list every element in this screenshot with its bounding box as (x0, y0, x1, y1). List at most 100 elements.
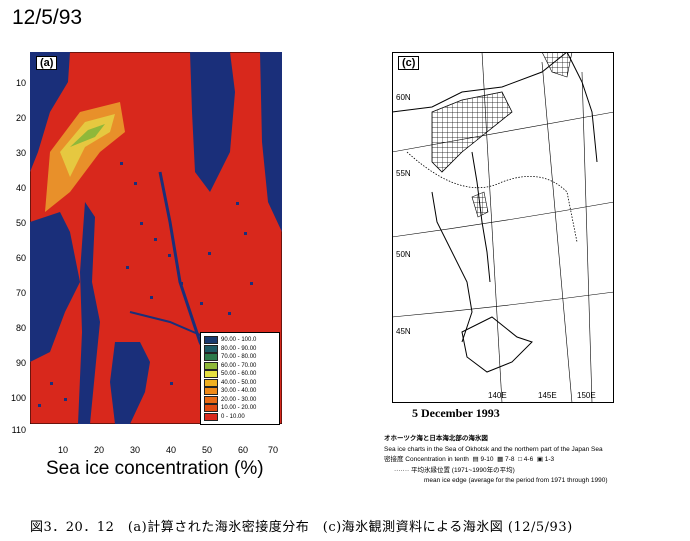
coast-west (431, 191, 473, 343)
mean-edge-jp-row: ······· 平均氷縁位置 (1971~1990年の平均) (394, 466, 515, 474)
concentration-map-svg (29, 51, 283, 425)
legend-row: 60.00 - 70.00 (204, 361, 276, 371)
sea-ice-concentration-map: (a) (29, 51, 283, 425)
hokkaido-coast (461, 316, 533, 373)
panel-c-label: (c) (398, 56, 420, 70)
lat-label: 45N (396, 327, 411, 336)
x-tick: 50 (201, 445, 212, 455)
land-northeast (190, 52, 235, 192)
legend-row: 30.00 - 40.00 (204, 387, 276, 396)
x-tick: 30 (129, 445, 140, 455)
legend-row: 50.00 - 60.00 (204, 370, 276, 379)
conc-item: 4-6 (523, 456, 534, 463)
legend-swatch (204, 370, 218, 379)
legend-label: 70.00 - 80.00 (221, 354, 257, 361)
date-label: 12/5/93 (12, 6, 83, 29)
legend-label: 50.00 - 60.00 (221, 371, 257, 378)
land-west (30, 212, 80, 362)
y-tick: 10 (15, 78, 26, 88)
y-tick: 70 (15, 288, 26, 298)
mean-edge-jp: 平均氷縁位置 (1971~1990年の平均) (410, 466, 515, 474)
figure-caption: 図3．20．12 (a)計算された海氷密接度分布 (c)海氷観測資料による海氷図… (30, 520, 573, 535)
x-tick: 60 (237, 445, 248, 455)
legend-swatch (204, 336, 218, 345)
hokkaido-land (110, 342, 150, 424)
legend-label: 30.00 - 40.00 (221, 388, 257, 395)
lat-line-55 (391, 111, 615, 153)
legend-row: 80.00 - 90.00 (204, 344, 276, 354)
lat-label: 55N (396, 169, 411, 178)
mean-ice-edge (406, 151, 578, 243)
y-tick: 110 (11, 425, 26, 435)
legend-row: 70.00 - 80.00 (204, 353, 276, 362)
coast-north (391, 51, 568, 113)
mean-edge-en: mean ice edge (average for the period fr… (424, 477, 608, 484)
lat-label: 60N (396, 93, 411, 102)
legend-swatch (204, 378, 218, 387)
legend-title-jp: オホーツク海と日本海北部の海氷図 (384, 435, 488, 442)
y-tick: 20 (15, 113, 26, 123)
lon-label: 145E (538, 391, 557, 400)
legend-label: 80.00 - 90.00 (221, 345, 257, 352)
sakhalin-coast (471, 151, 491, 283)
legend-swatch (204, 395, 218, 404)
legend-swatch (204, 353, 218, 362)
legend-row: 40.00 - 50.00 (204, 378, 276, 388)
legend-swatch (204, 344, 218, 353)
ice-chart-map: 60N 55N 50N 45N 140E 145E 150E (c) (391, 51, 615, 404)
land-northwest (30, 52, 70, 172)
conc-item: 7-8 (505, 456, 515, 463)
ice-zone-green (70, 124, 105, 147)
concentration-label: 密接度 Concentration in tenth (384, 456, 469, 463)
conc-item: 1-3 (544, 456, 555, 463)
legend-swatch (204, 387, 218, 396)
ice-chart-svg: 60N 55N 50N 45N 140E 145E 150E (391, 51, 615, 404)
lon-line-150 (581, 71, 593, 404)
legend-concentration-row: 密接度 Concentration in tenth ▤ 9-10 ▦ 7-8 … (384, 456, 555, 463)
legend-row: 10.00 - 20.00 (204, 404, 276, 413)
x-tick: 10 (57, 445, 68, 455)
x-axis-label: Sea ice concentration (%) (46, 458, 264, 479)
legend-label: 10.00 - 20.00 (221, 405, 257, 412)
ice-zone-yellow (60, 114, 115, 177)
chart-date-caption: 5 December 1993 (412, 406, 500, 420)
y-tick: 50 (15, 218, 26, 228)
x-tick: 40 (165, 445, 176, 455)
legend-row: 20.00 - 30.00 (204, 395, 276, 405)
lon-label: 140E (488, 391, 507, 400)
y-tick: 100 (10, 393, 26, 403)
land-east (260, 52, 282, 232)
legend-label: 40.00 - 50.00 (221, 379, 257, 386)
sakhalin-land (78, 202, 100, 424)
ice-area-hatched (431, 91, 513, 173)
lon-line-145 (541, 61, 573, 404)
lat-line-45 (391, 291, 615, 318)
legend-swatch (204, 361, 218, 370)
legend-label: 60.00 - 70.00 (221, 362, 257, 369)
legend-label: 90.00 - 100.0 (221, 337, 257, 344)
legend-label: 20.00 - 30.00 (221, 396, 257, 403)
ice-area-north (541, 51, 573, 78)
kamchatka-coast (566, 51, 598, 163)
y-tick: 90 (15, 358, 26, 368)
grid-dots (38, 162, 253, 407)
panel-a-label: (a) (36, 56, 58, 70)
legend-row: 0 - 10.00 (204, 412, 276, 422)
x-tick: 20 (93, 445, 104, 455)
legend-label: 0 - 10.00 (221, 413, 245, 420)
y-tick: 30 (15, 148, 26, 158)
concentration-legend: 90.00 - 100.0 80.00 - 90.00 70.00 - 80.0… (200, 332, 280, 425)
legend-title-en: Sea ice charts in the Sea of Okhotsk and… (384, 445, 603, 453)
ice-chart-legend: オホーツク海と日本海北部の海氷図 Sea ice charts in the S… (384, 434, 684, 487)
x-tick: 70 (267, 445, 278, 455)
lat-label: 50N (396, 250, 411, 259)
lat-line-50 (391, 201, 615, 238)
y-tick: 40 (15, 183, 26, 193)
lon-label: 150E (577, 391, 596, 400)
legend-swatch (204, 412, 218, 421)
conc-item: 9-10 (480, 456, 494, 463)
legend-row: 90.00 - 100.0 (204, 336, 276, 345)
legend-swatch (204, 404, 218, 413)
y-tick: 60 (15, 253, 26, 263)
ice-area-small (471, 191, 489, 218)
